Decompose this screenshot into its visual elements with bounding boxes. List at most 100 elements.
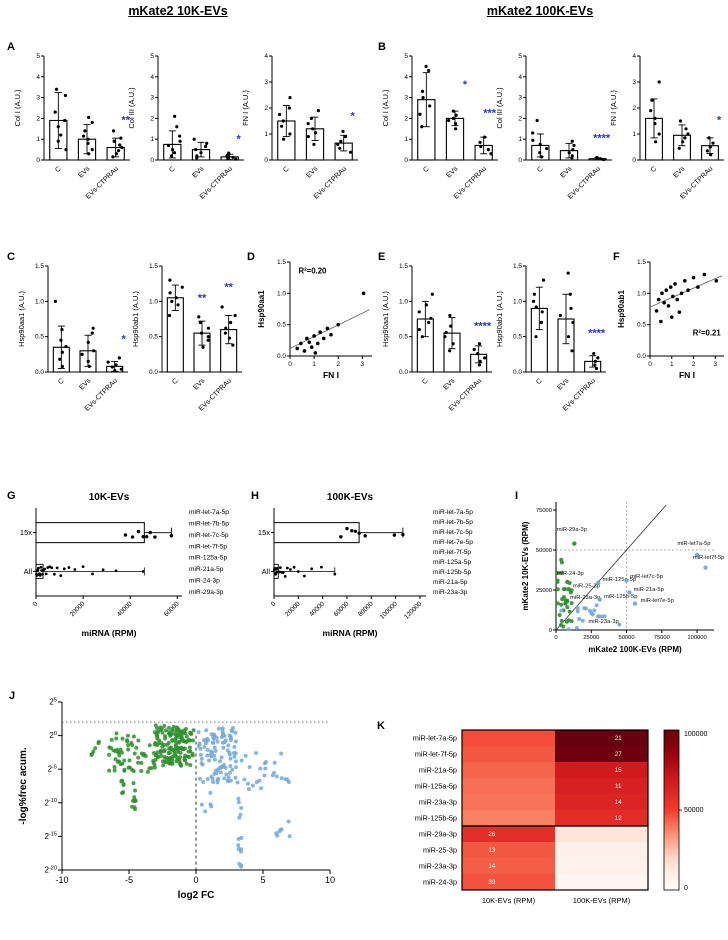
svg-text:miR-29a-3p: miR-29a-3p: [189, 589, 224, 596]
svg-text:4: 4: [264, 53, 268, 60]
svg-text:10: 10: [325, 875, 335, 885]
svg-text:0: 0: [648, 361, 652, 368]
svg-text:0.0: 0.0: [35, 369, 44, 376]
svg-text:15x: 15x: [20, 528, 32, 537]
svg-text:EVs: EVs: [559, 165, 573, 179]
svg-text:11: 11: [615, 783, 622, 790]
svg-text:2: 2: [404, 115, 408, 122]
svg-text:10K-EVs (RPM): 10K-EVs (RPM): [482, 896, 536, 905]
svg-text:miR-24-3p: miR-24-3p: [423, 878, 457, 887]
svg-text:0.0: 0.0: [277, 353, 286, 360]
svg-text:2: 2: [36, 115, 40, 122]
svg-text:miR-25-3p: miR-25-3p: [423, 846, 457, 855]
svg-text:1: 1: [404, 136, 408, 143]
svg-text:miR-let-7c-5p: miR-let-7c-5p: [189, 532, 229, 539]
svg-text:EVs: EVs: [192, 377, 206, 391]
svg-text:1.0: 1.0: [637, 290, 646, 297]
svg-text:1.0: 1.0: [35, 298, 44, 305]
svg-text:0.0: 0.0: [399, 369, 408, 376]
svg-text:miR-let7c-5p: miR-let7c-5p: [630, 574, 663, 580]
svg-text:60000: 60000: [333, 600, 351, 618]
svg-text:1: 1: [670, 361, 674, 368]
svg-text:3: 3: [713, 361, 717, 368]
svg-text:5: 5: [518, 53, 522, 60]
svg-text:0: 0: [554, 635, 557, 641]
svg-text:27: 27: [615, 751, 622, 758]
svg-text:26: 26: [488, 831, 495, 838]
header-10k-evs: mKate2 10K-EVs: [128, 4, 228, 18]
svg-text:2: 2: [150, 115, 154, 122]
svg-text:3: 3: [361, 361, 365, 368]
svg-text:miR-let-7a-5p: miR-let-7a-5p: [433, 509, 473, 516]
svg-text:miR-let-7e-5p: miR-let-7e-5p: [433, 539, 473, 546]
svg-text:R²=0.20: R²=0.20: [298, 266, 327, 275]
svg-text:2: 2: [632, 105, 636, 112]
svg-text:0: 0: [36, 157, 40, 164]
svg-text:1.5: 1.5: [277, 259, 286, 266]
svg-text:miR-125a-5p: miR-125a-5p: [433, 559, 471, 566]
svg-text:miR-24-3p: miR-24-3p: [557, 571, 584, 577]
svg-text:*: *: [237, 133, 242, 145]
svg-text:0: 0: [264, 157, 268, 164]
svg-text:Hsp90ab1 (A.U.): Hsp90ab1 (A.U.): [131, 291, 140, 347]
svg-text:EVs: EVs: [305, 165, 319, 179]
svg-text:*: *: [351, 111, 356, 123]
svg-text:All: All: [262, 567, 271, 576]
svg-text:Hsp90ab1: Hsp90ab1: [617, 290, 626, 328]
svg-text:Col III (A.U.): Col III (A.U.): [495, 87, 504, 129]
svg-text:0: 0: [150, 157, 154, 164]
svg-text:21: 21: [615, 735, 622, 742]
panel-H-mirna-dot-plot: 15x All 0 20000 40000 60000 80000 100000 120000 m…: [258, 492, 473, 638]
svg-text:FN I: FN I: [323, 370, 339, 380]
svg-text:miR-24-3p: miR-24-3p: [189, 578, 220, 585]
svg-text:-10: -10: [55, 875, 68, 885]
svg-text:2-10: 2-10: [44, 798, 57, 807]
svg-text:75000: 75000: [536, 508, 552, 514]
svg-text:miR-125a-5p: miR-125a-5p: [603, 577, 637, 583]
svg-text:1.0: 1.0: [149, 298, 158, 305]
svg-text:20: 20: [49, 731, 57, 740]
svg-text:0.5: 0.5: [277, 322, 286, 329]
svg-text:J: J: [9, 690, 15, 702]
svg-text:FN I (A.U.): FN I (A.U.): [241, 90, 250, 126]
svg-text:3: 3: [518, 95, 522, 102]
svg-text:Hsp90aa1 (A.U.): Hsp90aa1 (A.U.): [17, 291, 26, 347]
svg-text:1.0: 1.0: [399, 298, 408, 305]
svg-text:miR-21a-5p: miR-21a-5p: [189, 566, 224, 573]
svg-text:miR-let-7f-5p: miR-let-7f-5p: [189, 543, 227, 550]
svg-text:miR-23a-3p: miR-23a-3p: [419, 798, 457, 807]
svg-text:C: C: [650, 165, 659, 174]
svg-text:1: 1: [518, 136, 522, 143]
svg-text:miR-21a-5p: miR-21a-5p: [634, 587, 664, 593]
svg-text:0: 0: [632, 157, 636, 164]
svg-text:4: 4: [150, 74, 154, 81]
svg-text:1: 1: [150, 136, 154, 143]
header-100k-evs: mKate2 100K-EVs: [486, 4, 594, 18]
svg-text:14: 14: [615, 799, 622, 806]
svg-text:50000: 50000: [684, 807, 704, 814]
svg-text:EVs: EVs: [672, 165, 686, 179]
panel-D-scatter-plot: 0 1 2 3 0.0 0.5 1.0 1.5 FN I Hsp90aa1 R²=0.20: [257, 259, 372, 380]
svg-text:10K-EVs: 10K-EVs: [89, 492, 130, 503]
svg-text:C: C: [7, 251, 15, 263]
svg-text:EVs: EVs: [442, 377, 456, 391]
svg-text:0: 0: [549, 628, 552, 634]
svg-text:3: 3: [36, 95, 40, 102]
svg-text:2: 2: [336, 361, 340, 368]
svg-text:39: 39: [488, 879, 495, 886]
svg-text:2: 2: [518, 115, 522, 122]
svg-text:5: 5: [260, 875, 265, 885]
svg-text:mKate2 10K-EVs (RPM): mKate2 10K-EVs (RPM): [521, 521, 530, 610]
svg-text:EVs: EVs: [191, 165, 205, 179]
svg-text:FN I (A.U.): FN I (A.U.): [609, 90, 618, 126]
svg-text:mKate2 100K-EVs (RPM): mKate2 100K-EVs (RPM): [588, 645, 682, 654]
svg-text:1.5: 1.5: [513, 263, 522, 270]
svg-text:Col I (A.U.): Col I (A.U.): [13, 89, 22, 127]
svg-text:miR-let7f-5p: miR-let7f-5p: [693, 555, 725, 561]
svg-text:****: ****: [588, 328, 606, 340]
svg-text:0: 0: [518, 157, 522, 164]
